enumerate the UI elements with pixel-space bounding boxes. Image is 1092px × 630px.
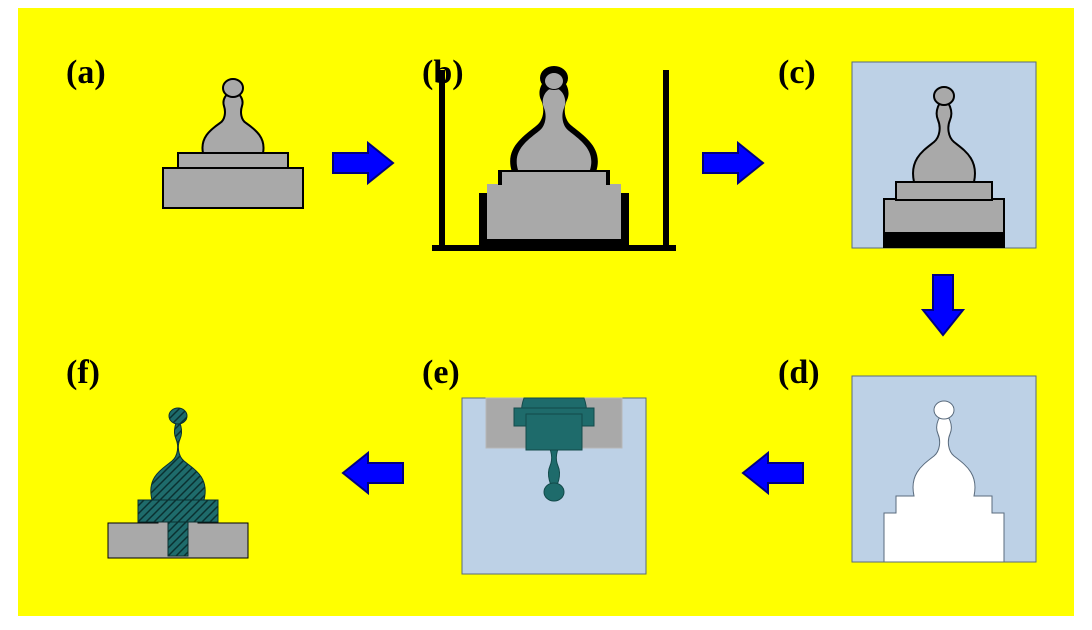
- step-e-icon: [454, 378, 654, 578]
- label-f: (f): [66, 354, 100, 392]
- step-c-icon: [844, 54, 1044, 254]
- label-a: (a): [66, 54, 106, 92]
- diagram-stage: (a) (b) (c) (d) (e) (f): [0, 0, 1092, 630]
- arrow-b-c: [698, 138, 768, 188]
- label-c: (c): [778, 54, 816, 92]
- diagram-panel: (a) (b) (c) (d) (e) (f): [18, 8, 1074, 616]
- arrow-d-e: [738, 448, 808, 498]
- label-d: (d): [778, 354, 820, 392]
- arrow-e-f: [338, 448, 408, 498]
- step-a-icon: [148, 68, 318, 218]
- step-f-icon: [88, 388, 268, 568]
- step-b-icon: [424, 48, 684, 258]
- arrow-a-b: [328, 138, 398, 188]
- step-d-icon: [844, 368, 1044, 568]
- arrow-c-d: [918, 270, 968, 340]
